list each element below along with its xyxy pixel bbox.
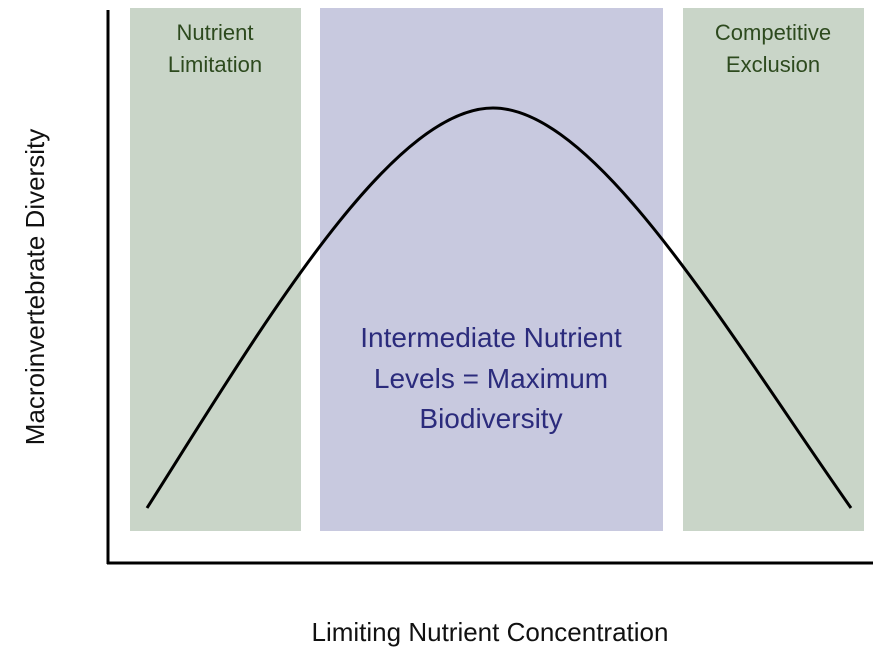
region-label: Competitive [715, 20, 831, 45]
y-axis-label: Macroinvertebrate Diversity [20, 129, 50, 445]
region-label: Nutrient [176, 20, 253, 45]
region-label: Levels = Maximum [374, 363, 608, 394]
region-label: Intermediate Nutrient [360, 322, 622, 353]
region-label: Limitation [168, 52, 262, 77]
competitive-exclusion-zone [683, 8, 864, 531]
region-label: Biodiversity [419, 403, 562, 434]
nutrient-limitation-zone [130, 8, 301, 531]
diversity-curve [145, 106, 853, 509]
region-label: Exclusion [726, 52, 820, 77]
intermediate-zone [320, 8, 663, 531]
x-axis-label: Limiting Nutrient Concentration [312, 617, 669, 647]
